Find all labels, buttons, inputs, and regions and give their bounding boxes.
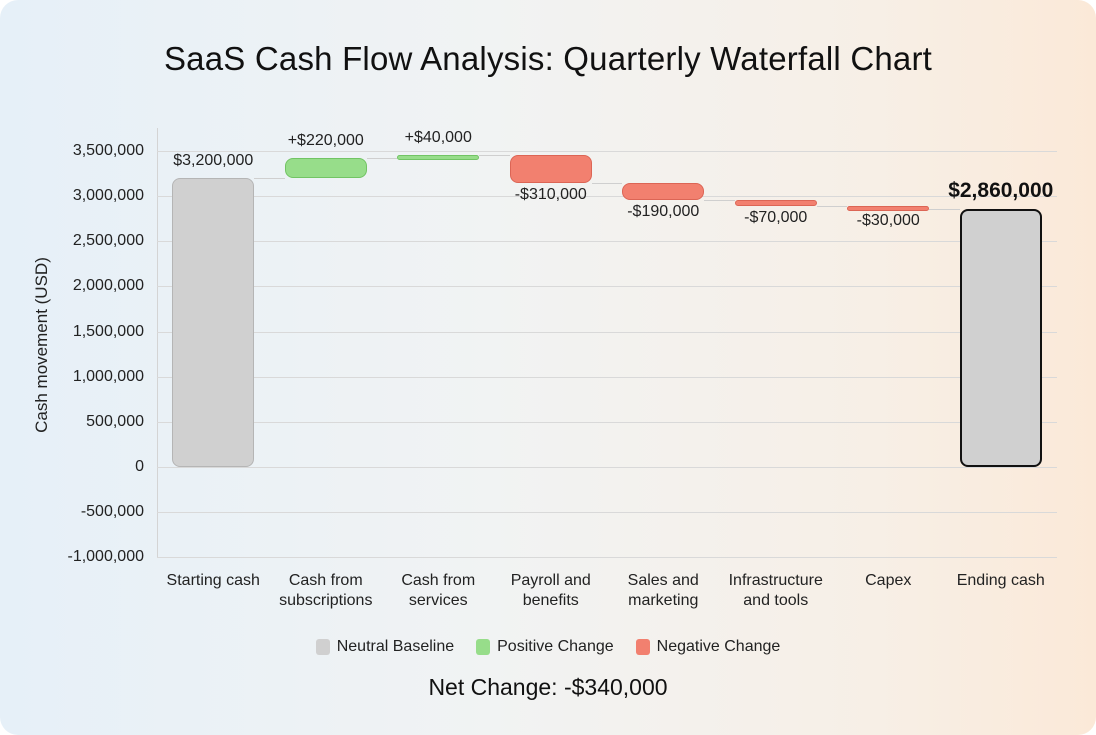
y-tick-label: 2,000,000 bbox=[72, 277, 144, 295]
connector-line bbox=[366, 158, 398, 160]
negative-swatch-icon bbox=[635, 639, 650, 655]
gridline bbox=[157, 196, 1057, 198]
y-tick-label: 500,000 bbox=[86, 412, 144, 430]
y-axis-line bbox=[157, 128, 158, 558]
bar-cash-from-subscriptions bbox=[284, 158, 367, 179]
x-tick-label: Cash from services bbox=[401, 572, 476, 609]
gridline bbox=[157, 331, 1057, 333]
bar-infrastructure-and-tools bbox=[734, 199, 817, 207]
bar-payroll-and-benefits bbox=[509, 154, 592, 183]
positive-swatch-icon bbox=[476, 639, 491, 655]
legend-item-positive: Positive Change bbox=[476, 638, 614, 656]
y-tick-label: 2,500,000 bbox=[72, 232, 144, 250]
legend: Neutral Baseline Positive Change Negativ… bbox=[0, 638, 1096, 656]
bar-capex bbox=[847, 206, 930, 212]
y-axis-label: Cash movement (USD) bbox=[32, 257, 51, 433]
gridline bbox=[157, 421, 1057, 423]
data-label: $3,200,000 bbox=[173, 152, 254, 170]
connector-line bbox=[254, 178, 285, 180]
gridline bbox=[157, 467, 1057, 468]
gridline bbox=[157, 512, 1057, 514]
x-tick-label: Cash from subscriptions bbox=[279, 572, 373, 609]
legend-label: Positive Change bbox=[497, 638, 614, 655]
neutral-swatch-icon bbox=[315, 639, 330, 655]
data-label: -$190,000 bbox=[627, 202, 700, 220]
x-tick-label: Starting cash bbox=[166, 572, 260, 589]
connector-line bbox=[929, 208, 960, 210]
x-tick-label: Payroll and benefits bbox=[510, 572, 591, 609]
y-tick-label: 1,000,000 bbox=[72, 367, 144, 385]
data-label: -$70,000 bbox=[744, 209, 808, 227]
gridline bbox=[157, 557, 1057, 559]
x-tick-label: Infrastructure and tools bbox=[728, 572, 823, 609]
bar-ending-cash bbox=[959, 208, 1042, 467]
data-label: +$220,000 bbox=[287, 132, 364, 150]
connector-line bbox=[816, 206, 848, 208]
data-label: -$310,000 bbox=[514, 185, 587, 203]
gridline bbox=[157, 286, 1057, 288]
y-tick-label: 3,000,000 bbox=[72, 187, 144, 205]
connector-line bbox=[591, 182, 623, 184]
legend-item-neutral: Neutral Baseline bbox=[315, 638, 455, 656]
legend-label: Negative Change bbox=[656, 638, 781, 655]
x-tick-label: Capex bbox=[865, 572, 912, 589]
x-tick-label: Ending cash bbox=[956, 572, 1045, 589]
bar-starting-cash bbox=[172, 178, 255, 467]
chart-title: SaaS Cash Flow Analysis: Quarterly Water… bbox=[163, 40, 933, 77]
data-label: +$40,000 bbox=[404, 128, 472, 146]
legend-label: Neutral Baseline bbox=[336, 638, 455, 655]
x-tick-label: Sales and marketing bbox=[627, 572, 699, 609]
y-tick-label: 3,500,000 bbox=[72, 141, 144, 159]
y-tick-label: 1,500,000 bbox=[72, 322, 144, 340]
data-label: -$30,000 bbox=[856, 211, 920, 229]
bar-sales-and-marketing bbox=[622, 182, 705, 200]
y-tick-label: -1,000,000 bbox=[67, 548, 144, 566]
data-label: $2,860,000 bbox=[948, 178, 1054, 202]
gridline bbox=[157, 376, 1057, 378]
legend-item-negative: Negative Change bbox=[635, 638, 781, 656]
y-tick-label: 0 bbox=[135, 458, 144, 475]
gridline bbox=[157, 241, 1057, 243]
net-change-annotation: Net Change: -$340,000 bbox=[428, 674, 668, 700]
connector-line bbox=[704, 199, 735, 201]
gridline bbox=[157, 150, 1057, 152]
bar-cash-from-services bbox=[397, 154, 480, 160]
y-tick-label: -500,000 bbox=[80, 503, 144, 521]
connector-line bbox=[479, 154, 510, 156]
